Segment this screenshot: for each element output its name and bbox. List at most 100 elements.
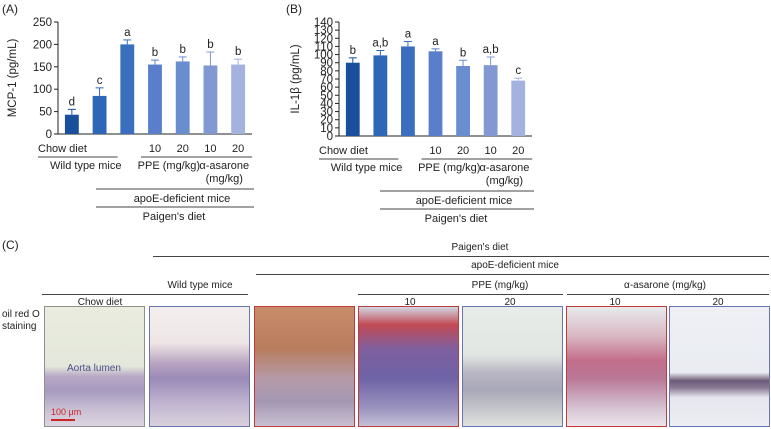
il1b-significance-letter: c xyxy=(515,65,521,77)
hist-ppe-10: 10 xyxy=(404,297,416,308)
hist-ppe-line xyxy=(358,294,563,295)
mcp1-bar xyxy=(92,95,107,134)
mcp1-y-axis-label: MCP-1 (pg/mL) xyxy=(7,39,19,118)
hist-paigen-line xyxy=(153,256,769,257)
il1b-bar xyxy=(456,65,470,136)
mcp1-y-tick-label: 0 xyxy=(46,129,52,141)
il1b-wild-type-label: Wild type mice xyxy=(331,162,403,174)
hist-ppe-20: 20 xyxy=(504,297,516,308)
mcp1-bar xyxy=(148,64,162,134)
mcp1-y-tick-label: 50 xyxy=(39,107,52,119)
mcp1-significance-letter: d xyxy=(69,96,75,108)
mcp1-significance-letter: b xyxy=(152,47,158,59)
il1b-y-tick-label: 10 xyxy=(320,123,333,135)
scale-bar xyxy=(51,419,75,421)
mcp1-y-tick-label: 100 xyxy=(33,84,52,96)
il1b-ppe-10-label: 10 xyxy=(429,145,441,157)
hist-stain-line2: staining xyxy=(2,321,37,332)
hist-asarone-20: 20 xyxy=(712,297,724,308)
il1b-y-tick-label: 30 xyxy=(320,107,333,119)
mcp1-y-tick-label: 200 xyxy=(33,39,52,51)
hist-image-wild-type-paigen xyxy=(149,306,250,427)
il1b-chow-diet-label: Chow diet xyxy=(319,145,368,157)
hist-chow-label: Chow diet xyxy=(77,297,123,308)
hist-wild-type-line xyxy=(42,294,248,295)
il1b-y-tick-label: 60 xyxy=(320,82,333,94)
mcp1-significance-letter: b xyxy=(207,39,213,51)
il1b-y-tick-label: 130 xyxy=(314,25,333,37)
mcp1-bar xyxy=(64,114,79,134)
hist-image-wild-type-chow: Aorta lumen 100 μm xyxy=(44,306,145,427)
hist-apoe-label: apoE-deficient mice xyxy=(471,260,559,271)
il1b-y-tick-label: 100 xyxy=(314,50,333,62)
scale-bar-label: 100 μm xyxy=(51,407,82,417)
mcp1-asarone-20-label: 20 xyxy=(232,143,244,155)
il1b-ppe-20-label: 20 xyxy=(457,145,469,157)
il1b-bar-chart: 0102030405060708090100110120130140IL-1β … xyxy=(290,17,534,225)
il1b-significance-letter: b xyxy=(350,45,356,57)
mcp1-bar-chart: 0 50 100 150 200 250 MCP-1 (pg/mL) d c a b b b b Chow … xyxy=(7,17,254,223)
hist-stain-line1: oil red O xyxy=(2,309,40,320)
mcp1-chow-diet-label: Chow diet xyxy=(38,143,87,155)
il1b-bar xyxy=(483,65,498,136)
mcp1-paigen-label: Paigen's diet xyxy=(143,211,206,223)
mcp1-bar xyxy=(231,64,246,134)
hist-asarone-10: 10 xyxy=(609,297,621,308)
mcp1-ppe-20-label: 20 xyxy=(177,143,189,155)
panel-a-label: (A) xyxy=(2,2,18,16)
mcp1-y-tick-label: 150 xyxy=(33,62,52,74)
mcp1-bar xyxy=(203,65,218,134)
il1b-bar xyxy=(428,51,443,136)
mcp1-ppe-label: PPE (mg/kg) xyxy=(138,160,200,172)
il1b-bar xyxy=(345,62,360,136)
il1b-paigen-label: Paigen's diet xyxy=(425,213,488,225)
il1b-y-tick-label: 20 xyxy=(320,115,333,127)
hist-asarone-label: α-asarone (mg/kg) xyxy=(624,280,706,291)
il1b-y-tick-label: 70 xyxy=(320,74,333,86)
hist-wild-type-label: Wild type mice xyxy=(167,280,233,291)
il1b-y-tick-label: 50 xyxy=(320,90,333,102)
panel-b-label: (B) xyxy=(286,2,302,16)
hist-image-ppe-20 xyxy=(462,306,563,427)
il1b-y-tick-label: 0 xyxy=(327,131,333,143)
il1b-y-axis-label: IL-1β (pg/mL) xyxy=(290,44,302,113)
hist-image-asarone-10 xyxy=(566,306,667,427)
mcp1-bar xyxy=(175,61,190,135)
hist-lumen-label: Aorta lumen xyxy=(67,363,121,374)
il1b-significance-letter: a xyxy=(432,36,439,48)
mcp1-wild-type-label: Wild type mice xyxy=(50,160,122,172)
hist-asarone-line xyxy=(567,294,769,295)
mcp1-asarone-unit-label: (mg/kg) xyxy=(206,173,243,185)
mcp1-significance-letter: b xyxy=(180,44,186,56)
mcp1-asarone-10-label: 10 xyxy=(204,143,216,155)
hist-image-asarone-20 xyxy=(669,306,770,427)
mcp1-significance-letter: b xyxy=(235,46,241,58)
il1b-y-tick-label: 80 xyxy=(320,66,333,78)
il1b-bar xyxy=(401,46,415,136)
mcp1-asarone-label: α-asarone xyxy=(199,160,249,172)
il1b-significance-letter: a,b xyxy=(372,38,388,50)
il1b-y-tick-label: 140 xyxy=(314,17,333,29)
mcp1-significance-letter: a xyxy=(124,27,131,39)
mcp1-bar xyxy=(120,44,135,134)
hist-image-apoe-paigen xyxy=(254,306,355,427)
il1b-bar xyxy=(373,55,388,137)
mcp1-significance-letter: c xyxy=(97,75,103,87)
il1b-apoe-label: apoE-deficient mice xyxy=(416,195,513,207)
hist-image-ppe-10 xyxy=(358,306,459,427)
hist-paigen-diet: Paigen's diet xyxy=(451,242,509,253)
il1b-significance-letter: b xyxy=(460,47,466,59)
il1b-y-tick-label: 90 xyxy=(320,58,333,70)
hist-apoe-line xyxy=(256,274,769,275)
il1b-y-tick-label: 40 xyxy=(320,98,333,110)
il1b-asarone-unit-label: (mg/kg) xyxy=(486,175,523,187)
il1b-asarone-20-label: 20 xyxy=(512,145,524,157)
il1b-significance-letter: a,b xyxy=(483,44,499,56)
il1b-asarone-label: α-asarone xyxy=(480,162,530,174)
mcp1-apoe-label: apoE-deficient mice xyxy=(134,193,231,205)
il1b-asarone-10-label: 10 xyxy=(485,145,497,157)
il1b-significance-letter: a xyxy=(405,29,412,41)
il1b-bar xyxy=(511,80,526,136)
il1b-y-tick-label: 120 xyxy=(314,33,333,45)
il1b-ppe-label: PPE (mg/kg) xyxy=(418,162,480,174)
